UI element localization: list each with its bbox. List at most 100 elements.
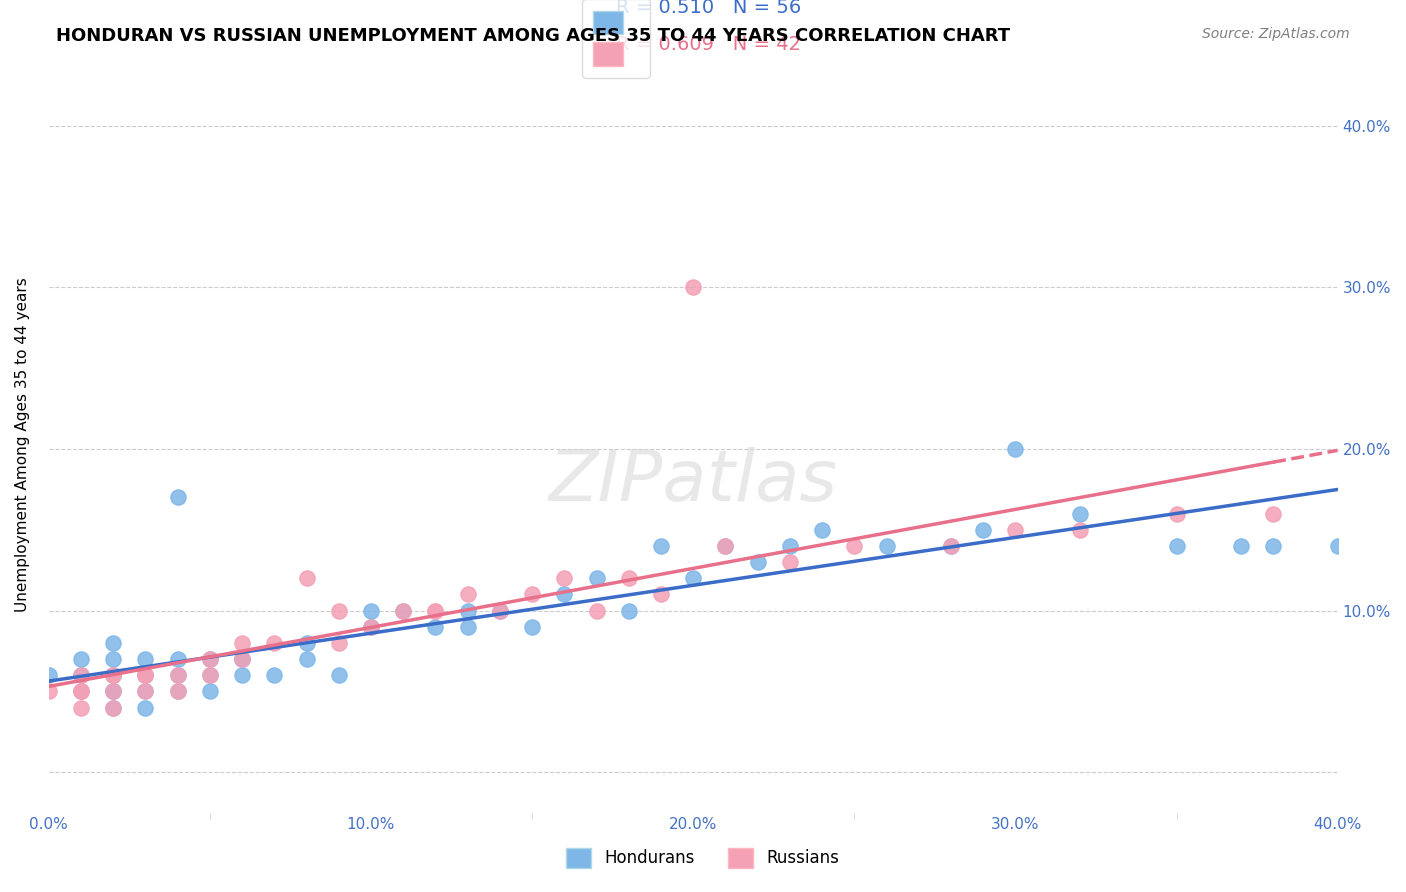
Point <box>392 604 415 618</box>
Point <box>134 668 156 682</box>
Point <box>134 652 156 666</box>
Point <box>328 636 350 650</box>
Point <box>714 539 737 553</box>
Text: R = 0.510   N = 56: R = 0.510 N = 56 <box>616 0 801 17</box>
Point <box>166 491 188 505</box>
Point <box>103 684 125 698</box>
Point <box>166 684 188 698</box>
Point <box>844 539 866 553</box>
Point <box>1004 523 1026 537</box>
Point <box>1166 539 1188 553</box>
Point <box>103 652 125 666</box>
Point <box>939 539 962 553</box>
Point <box>103 668 125 682</box>
Point <box>811 523 834 537</box>
Legend: Hondurans, Russians: Hondurans, Russians <box>560 841 846 875</box>
Point <box>682 571 704 585</box>
Point <box>682 280 704 294</box>
Point <box>585 604 607 618</box>
Point <box>134 700 156 714</box>
Point <box>70 700 93 714</box>
Point <box>70 684 93 698</box>
Point <box>134 668 156 682</box>
Legend: , : , <box>582 0 650 78</box>
Point <box>714 539 737 553</box>
Point <box>520 587 543 601</box>
Point <box>198 668 221 682</box>
Point <box>617 604 640 618</box>
Point <box>38 684 60 698</box>
Point <box>166 668 188 682</box>
Point <box>295 636 318 650</box>
Point <box>198 652 221 666</box>
Point <box>585 571 607 585</box>
Point <box>134 684 156 698</box>
Point <box>166 668 188 682</box>
Point <box>360 620 382 634</box>
Point <box>198 684 221 698</box>
Point <box>103 684 125 698</box>
Point <box>103 668 125 682</box>
Point <box>231 636 253 650</box>
Point <box>1263 539 1285 553</box>
Point <box>70 684 93 698</box>
Point <box>328 668 350 682</box>
Point <box>779 539 801 553</box>
Point <box>103 668 125 682</box>
Point <box>972 523 994 537</box>
Point <box>1069 523 1091 537</box>
Point <box>360 620 382 634</box>
Point <box>70 684 93 698</box>
Point <box>457 620 479 634</box>
Point <box>392 604 415 618</box>
Point <box>231 668 253 682</box>
Point <box>747 555 769 569</box>
Point <box>70 652 93 666</box>
Point <box>295 571 318 585</box>
Point <box>425 604 447 618</box>
Point <box>103 684 125 698</box>
Point <box>134 684 156 698</box>
Point <box>70 668 93 682</box>
Point <box>263 668 285 682</box>
Point <box>328 604 350 618</box>
Point <box>38 668 60 682</box>
Point <box>489 604 512 618</box>
Point <box>295 652 318 666</box>
Point <box>1230 539 1253 553</box>
Point <box>103 700 125 714</box>
Point <box>1004 442 1026 456</box>
Point <box>650 539 672 553</box>
Point <box>70 668 93 682</box>
Point <box>360 604 382 618</box>
Point <box>1326 539 1348 553</box>
Point <box>103 668 125 682</box>
Point <box>231 652 253 666</box>
Point <box>231 652 253 666</box>
Point <box>1069 507 1091 521</box>
Point <box>166 684 188 698</box>
Point <box>1166 507 1188 521</box>
Point <box>198 652 221 666</box>
Point <box>134 668 156 682</box>
Point <box>939 539 962 553</box>
Point <box>198 668 221 682</box>
Point <box>553 587 575 601</box>
Point <box>553 571 575 585</box>
Point <box>876 539 898 553</box>
Point <box>520 620 543 634</box>
Point <box>457 604 479 618</box>
Point <box>425 604 447 618</box>
Text: HONDURAN VS RUSSIAN UNEMPLOYMENT AMONG AGES 35 TO 44 YEARS CORRELATION CHART: HONDURAN VS RUSSIAN UNEMPLOYMENT AMONG A… <box>56 27 1011 45</box>
Point <box>457 587 479 601</box>
Point <box>103 636 125 650</box>
Point <box>779 555 801 569</box>
Point <box>650 587 672 601</box>
Text: ZIPatlas: ZIPatlas <box>548 447 838 516</box>
Point <box>425 620 447 634</box>
Point <box>489 604 512 618</box>
Point <box>263 636 285 650</box>
Point <box>1263 507 1285 521</box>
Point <box>134 668 156 682</box>
Point <box>231 652 253 666</box>
